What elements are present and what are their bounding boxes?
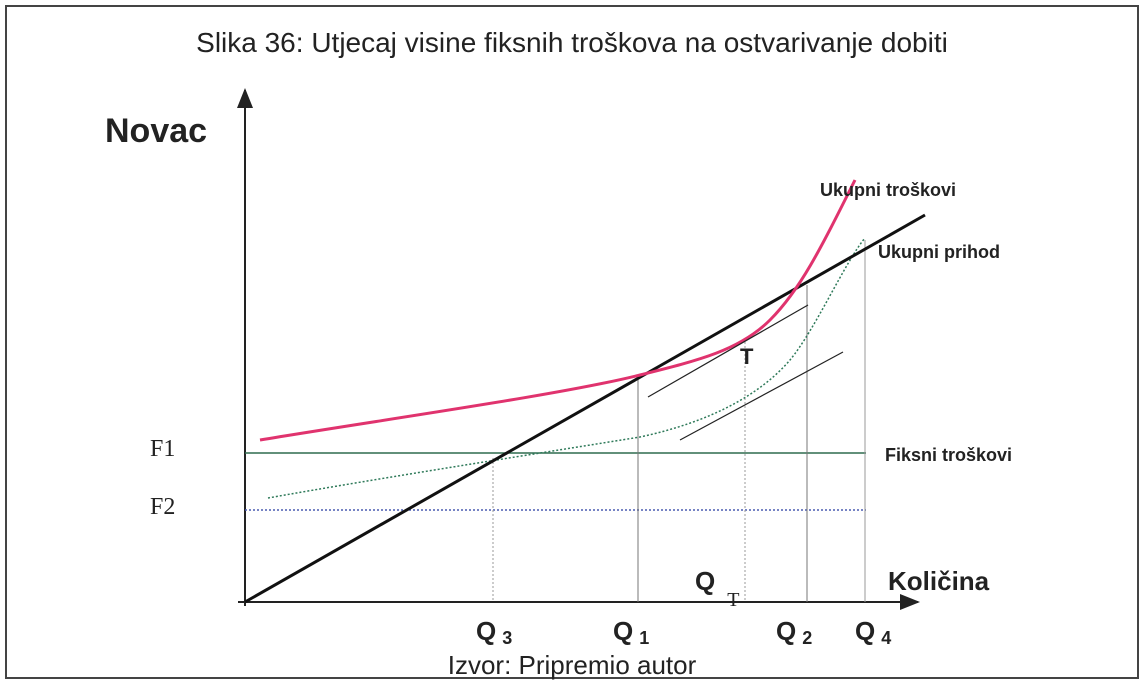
q-sub: 2 (802, 628, 812, 648)
y-axis-label: Novac (105, 112, 207, 150)
q-main: Q (476, 616, 496, 646)
q-sub: 4 (881, 628, 891, 648)
q-sub: 1 (639, 628, 649, 648)
point-label: T (740, 344, 754, 369)
fixed-costs-label: Fiksni troškovi (885, 445, 1012, 465)
f1-label: F1 (150, 436, 175, 462)
total-costs-curve (259, 179, 857, 442)
f2-label: F2 (150, 494, 175, 520)
q-sub: 3 (502, 628, 512, 648)
tangent-1 (647, 304, 809, 398)
q-main: Q (855, 616, 875, 646)
title: Slika 36: Utjecaj visine fiksnih troškov… (196, 27, 948, 58)
total-revenue-label: Ukupni prihod (878, 242, 1000, 262)
q-main: Q (613, 616, 633, 646)
q-main: Q (776, 616, 796, 646)
total-costs-label: Ukupni troškovi (820, 180, 956, 200)
qt-label: QT (695, 566, 739, 611)
frame (5, 5, 1139, 679)
x-axis-label: Količina (888, 566, 990, 596)
q-sub: T (727, 589, 739, 611)
q-main: Q (695, 566, 715, 596)
total-revenue-line (244, 213, 926, 604)
tangent-2 (679, 351, 844, 441)
source: Izvor: Pripremio autor (448, 650, 697, 680)
